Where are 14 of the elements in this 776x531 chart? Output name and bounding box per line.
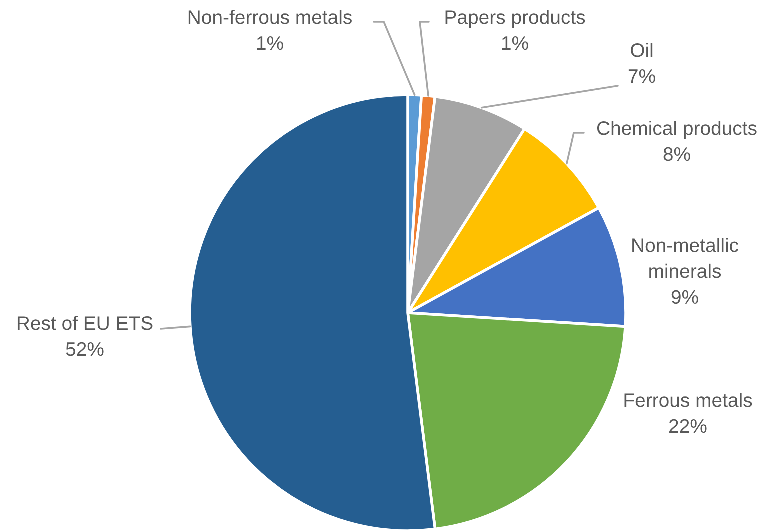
- slice-label: Papers products: [446, 10, 586, 28]
- data-label: 52%: [66, 342, 104, 356]
- data-label: 22%: [670, 419, 707, 434]
- data-label: 9%: [672, 290, 698, 304]
- slice-label: Non-metallic minerals: [632, 238, 739, 278]
- slice-label: Rest of EU ETS: [18, 316, 153, 330]
- data-label: 7%: [628, 69, 656, 84]
- data-label: 8%: [664, 147, 690, 162]
- slice-label: Non-ferrous metals: [188, 10, 352, 24]
- slice-label: Chemical products: [597, 121, 757, 140]
- data-label: 1%: [257, 36, 284, 50]
- data-label: 1%: [502, 36, 528, 50]
- slice-label: Ferrous metals: [624, 393, 752, 408]
- slice-label: Oil: [631, 43, 653, 58]
